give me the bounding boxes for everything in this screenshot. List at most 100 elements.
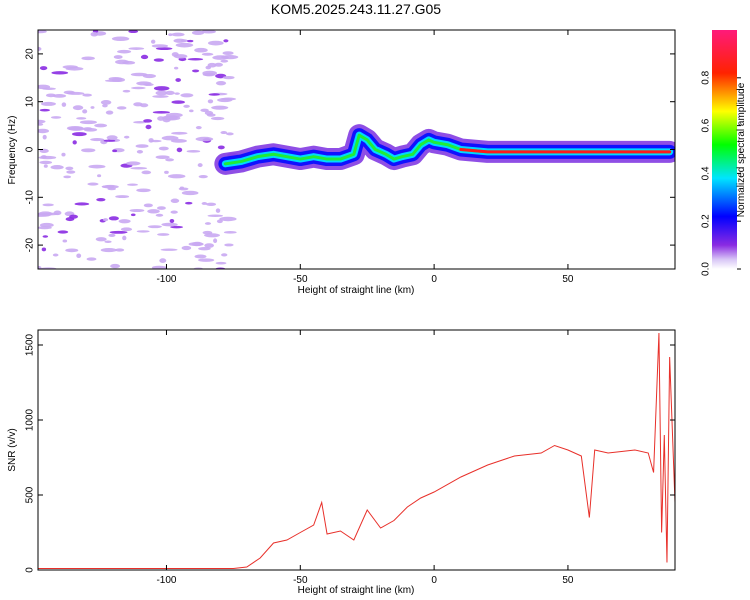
noise-speckle xyxy=(194,47,208,53)
noise-speckle xyxy=(126,161,141,166)
snr-y-tick-label: 1000 xyxy=(25,408,36,431)
noise-speckle xyxy=(220,59,229,63)
noise-speckle xyxy=(68,126,85,131)
noise-speckle xyxy=(109,230,128,234)
noise-speckle xyxy=(136,230,150,233)
noise-speckle xyxy=(61,152,66,157)
noise-speckle xyxy=(210,116,225,121)
snr-x-axis-label: Height of straight line (km) xyxy=(298,585,415,596)
noise-speckle xyxy=(108,216,119,221)
noise-speckle xyxy=(164,170,169,174)
noise-speckle xyxy=(186,39,194,43)
spectrogram-x-tick-label: -100 xyxy=(156,274,176,285)
noise-speckle xyxy=(165,158,175,162)
spectrogram-x-axis-label: Height of straight line (km) xyxy=(298,285,415,296)
colorbar-ticks: 0.0 0.2 0.4 0.6 0.8 xyxy=(701,70,741,276)
noise-speckle xyxy=(201,202,208,205)
spectrogram-y-tick-label: 10 xyxy=(25,96,36,108)
noise-speckle xyxy=(213,238,218,244)
noise-speckle xyxy=(195,136,214,142)
noise-speckle xyxy=(204,222,212,225)
colorbar-gradient xyxy=(712,30,737,269)
noise-speckle xyxy=(198,258,215,262)
noise-speckle xyxy=(38,128,50,134)
noise-speckle xyxy=(100,100,112,105)
noise-speckle xyxy=(39,160,53,165)
noise-speckle xyxy=(101,185,115,188)
noise-speckle xyxy=(155,213,164,217)
noise-speckle xyxy=(38,155,57,160)
noise-speckle xyxy=(90,137,105,142)
snr-frame xyxy=(37,329,676,571)
noise-speckle xyxy=(204,243,215,248)
noise-speckle xyxy=(53,210,62,216)
noise-speckle xyxy=(201,52,214,56)
noise-speckle xyxy=(42,134,47,140)
noise-speckle xyxy=(155,155,170,159)
noise-speckle xyxy=(100,248,118,253)
noise-speckle xyxy=(162,117,171,123)
noise-speckle xyxy=(76,253,82,259)
noise-speckle xyxy=(66,91,85,95)
noise-speckle xyxy=(63,175,72,179)
noise-speckle xyxy=(106,135,118,141)
spectrogram-y-tick-label: 0 xyxy=(25,146,36,152)
noise-speckle xyxy=(217,145,225,150)
noise-speckle xyxy=(143,119,153,123)
noise-speckle xyxy=(179,186,184,189)
noise-speckle xyxy=(113,55,123,59)
noise-speckle xyxy=(50,116,62,119)
colorbar-tick-label: 0.0 xyxy=(701,262,712,276)
noise-speckle xyxy=(165,90,175,96)
noise-speckle xyxy=(38,119,46,124)
snr-y-tick-label: 500 xyxy=(25,486,36,503)
snr-x-tick-label: -50 xyxy=(293,575,308,586)
noise-speckle xyxy=(215,80,227,86)
noise-speckle xyxy=(222,75,235,80)
noise-speckle xyxy=(103,139,116,142)
colorbar-tick-label: 0.2 xyxy=(701,214,712,228)
noise-speckle xyxy=(191,30,205,35)
noise-speckle xyxy=(195,126,202,130)
noise-speckle xyxy=(204,110,214,116)
noise-speckle xyxy=(39,222,54,228)
snr-y-tick-label: 0 xyxy=(25,567,36,573)
noise-speckle xyxy=(86,257,97,261)
noise-speckle xyxy=(40,101,56,106)
colorbar-tick-label: 0.4 xyxy=(701,166,712,180)
ridge-peak-core xyxy=(459,148,672,154)
noise-speckle xyxy=(197,163,203,168)
noise-speckle xyxy=(41,247,47,252)
noise-speckle xyxy=(82,109,88,114)
noise-speckle xyxy=(181,245,192,251)
noise-speckle xyxy=(42,235,49,238)
noise-speckle xyxy=(191,241,203,247)
noise-speckle xyxy=(223,39,229,43)
snr-x-tick-label: -100 xyxy=(156,575,176,586)
noise-speckle xyxy=(198,246,211,251)
noise-speckle xyxy=(180,93,194,98)
noise-speckle xyxy=(168,33,173,37)
noise-speckle xyxy=(194,254,207,259)
noise-speckle xyxy=(42,203,54,207)
noise-speckle xyxy=(131,86,146,90)
snr-x-ticks: -100 -50 0 50 xyxy=(156,330,574,586)
noise-speckle xyxy=(173,54,188,59)
noise-speckle xyxy=(140,54,149,60)
spectrogram-y-tick-label: -10 xyxy=(25,190,36,205)
noise-speckle xyxy=(226,132,234,136)
noise-speckle xyxy=(102,218,109,222)
noise-speckle xyxy=(123,135,130,139)
noise-speckle xyxy=(187,57,204,61)
noise-speckle xyxy=(200,108,209,113)
noise-speckle xyxy=(150,39,156,44)
noise-speckle xyxy=(108,233,116,238)
noise-speckle xyxy=(224,243,234,247)
noise-speckle xyxy=(221,253,228,257)
noise-speckle xyxy=(65,166,74,171)
noise-speckle xyxy=(133,120,147,124)
noise-speckle xyxy=(161,222,178,227)
noise-speckle xyxy=(74,202,90,206)
noise-speckle xyxy=(72,105,84,111)
